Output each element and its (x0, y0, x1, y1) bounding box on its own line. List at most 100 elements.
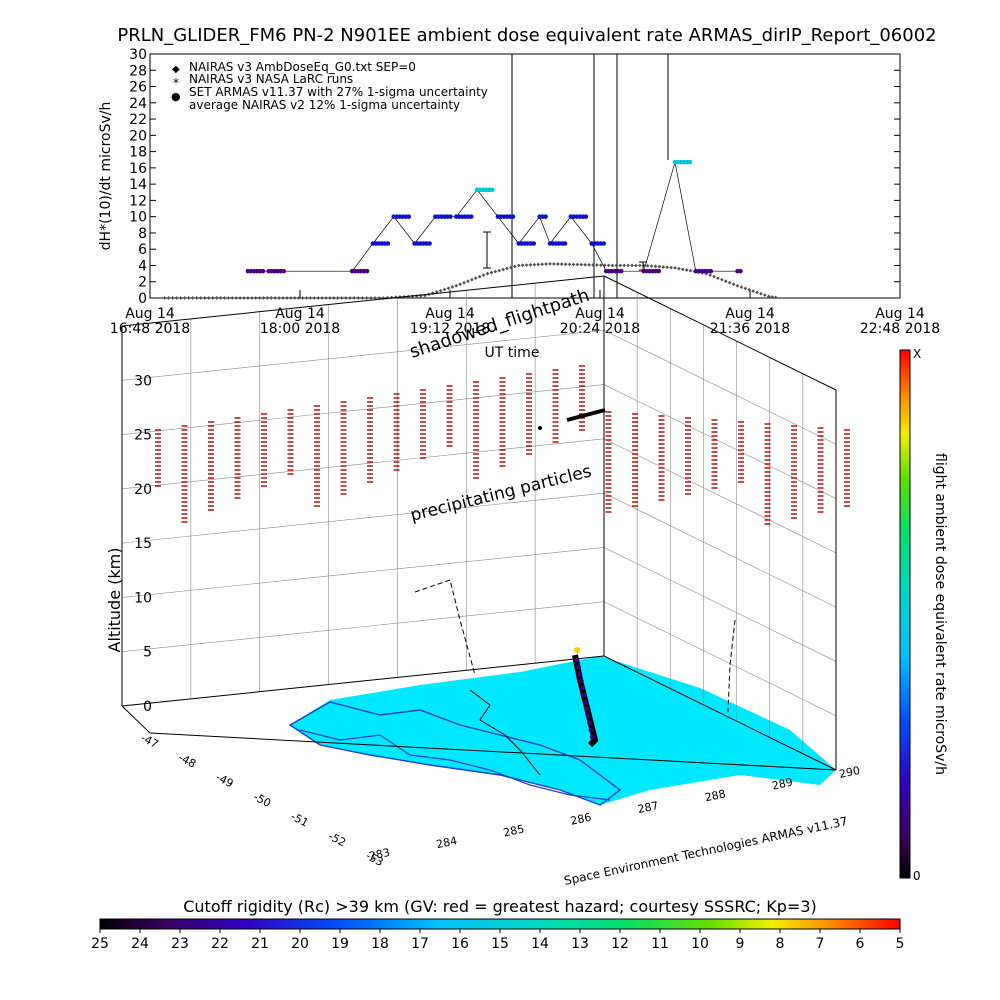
nairas-point (743, 286, 748, 291)
nairas-point (186, 296, 191, 300)
latitude-tick-label: -49 (214, 771, 236, 791)
latitude-tick-label: -51 (289, 810, 311, 830)
figure-title: PRLN_GLIDER_FM6 PN-2 N901EE ambient dose… (117, 25, 936, 46)
y-tick-label: 24 (129, 96, 147, 112)
latitude-tick-label: -52 (326, 830, 348, 850)
x-tick-label-time: 22:48 2018 (860, 321, 940, 337)
nairas-point (246, 296, 250, 300)
nairas-point (218, 296, 223, 300)
z-tick-label: 5 (143, 645, 152, 661)
flight-sample (582, 699, 588, 705)
nairas-point (720, 277, 724, 282)
longitude-tick-label: 285 (502, 822, 525, 839)
armas-point (489, 187, 495, 193)
dose-colorbar-min: 0 (913, 869, 921, 883)
flight-sample (581, 692, 587, 698)
nairas-point (528, 263, 533, 267)
flight-sample (589, 734, 595, 740)
credit-label: Space Environment Technologies ARMAS v11… (563, 814, 849, 888)
wall-grid-horizontal (121, 547, 605, 598)
nairas-point (493, 269, 498, 274)
dose-colorbar-max: X (913, 347, 921, 361)
nairas-point (285, 296, 289, 300)
nairas-point (253, 296, 258, 300)
y-tick-label: 26 (129, 80, 147, 96)
z-tick-label: 0 (143, 699, 152, 715)
cutoff-tick-label: 10 (691, 936, 709, 952)
nairas-point (567, 262, 572, 267)
nairas-point (575, 262, 580, 267)
y-tick-label: 4 (138, 258, 147, 274)
top-plot-frame (149, 53, 901, 299)
nairas-point (324, 296, 328, 300)
x-tick-label-time: 19:12 2018 (410, 321, 490, 337)
wall-grid-horizontal (603, 547, 837, 662)
armas-point (656, 268, 662, 274)
nairas-point (712, 274, 716, 279)
cutoff-tick-label: 11 (651, 936, 669, 952)
x-tick-label-date: Aug 14 (875, 306, 925, 322)
nairas-point (716, 276, 720, 281)
nairas-point (194, 296, 199, 300)
nairas-point (300, 296, 305, 300)
nairas-point (190, 296, 195, 300)
armas-point (448, 214, 453, 219)
nairas-point (669, 265, 673, 270)
x-tick-label-time: 21:36 2018 (710, 321, 790, 337)
nairas-point (166, 296, 171, 300)
legend-symbol-nairas-g0: ◆ (172, 64, 180, 75)
cube-edge (603, 655, 837, 771)
nairas-point (665, 265, 670, 270)
y-tick-label: 28 (129, 63, 147, 79)
cutoff-tick-label: 5 (896, 936, 905, 952)
longitude-tick-label: 289 (771, 776, 794, 793)
legend-symbol-nairas-larc: * (173, 76, 179, 90)
x-tick-label-date: Aug 14 (125, 306, 175, 322)
longitude-tick-label: 286 (569, 811, 592, 828)
z-tick-label: 20 (134, 482, 152, 498)
nairas-point (450, 285, 455, 289)
nairas-point (747, 287, 752, 292)
nairas-point (680, 267, 685, 272)
nairas-point (516, 263, 521, 268)
nairas-point (759, 291, 763, 296)
y-tick-label: 10 (129, 210, 147, 226)
nairas-point (595, 263, 599, 267)
nairas-point (442, 287, 447, 292)
y-tick-label: 6 (138, 242, 147, 258)
nairas-point (261, 296, 266, 300)
nairas-point (230, 296, 235, 300)
nairas-point (182, 296, 187, 300)
wall-grid-horizontal (121, 601, 605, 653)
cutoff-tick-label: 7 (816, 936, 825, 952)
nairas-point (214, 296, 219, 300)
nairas-point (626, 263, 630, 268)
nairas-point (174, 296, 179, 300)
flight-sample (584, 706, 590, 712)
legend-label-armas: SET ARMAS v11.37 with 27% 1-sigma uncert… (189, 85, 488, 99)
altitude-axis-label: Altitude (km) (105, 548, 124, 653)
nairas-point (583, 262, 587, 267)
flight-path-3d (538, 408, 606, 748)
flight-sample-high (574, 647, 580, 653)
cutoff-tick-label: 24 (131, 936, 149, 952)
nairas-point (649, 264, 654, 268)
nairas-point (555, 262, 560, 266)
flight-path-altitude (566, 408, 606, 422)
nairas-point (544, 262, 548, 266)
nairas-point (352, 296, 357, 300)
flight-sample (575, 664, 581, 670)
nairas-point (634, 263, 638, 268)
nairas-point (708, 273, 712, 277)
wall-grid-horizontal (121, 438, 605, 490)
nairas-point (312, 296, 317, 300)
armas-point (406, 214, 412, 219)
nairas-point (618, 263, 623, 268)
nairas-point (360, 296, 365, 300)
longitude-tick-label: 290 (838, 764, 861, 781)
armas-point (385, 241, 391, 246)
nairas-point (505, 266, 509, 271)
cutoff-tick-label: 12 (611, 936, 629, 952)
nairas-point (438, 288, 443, 293)
